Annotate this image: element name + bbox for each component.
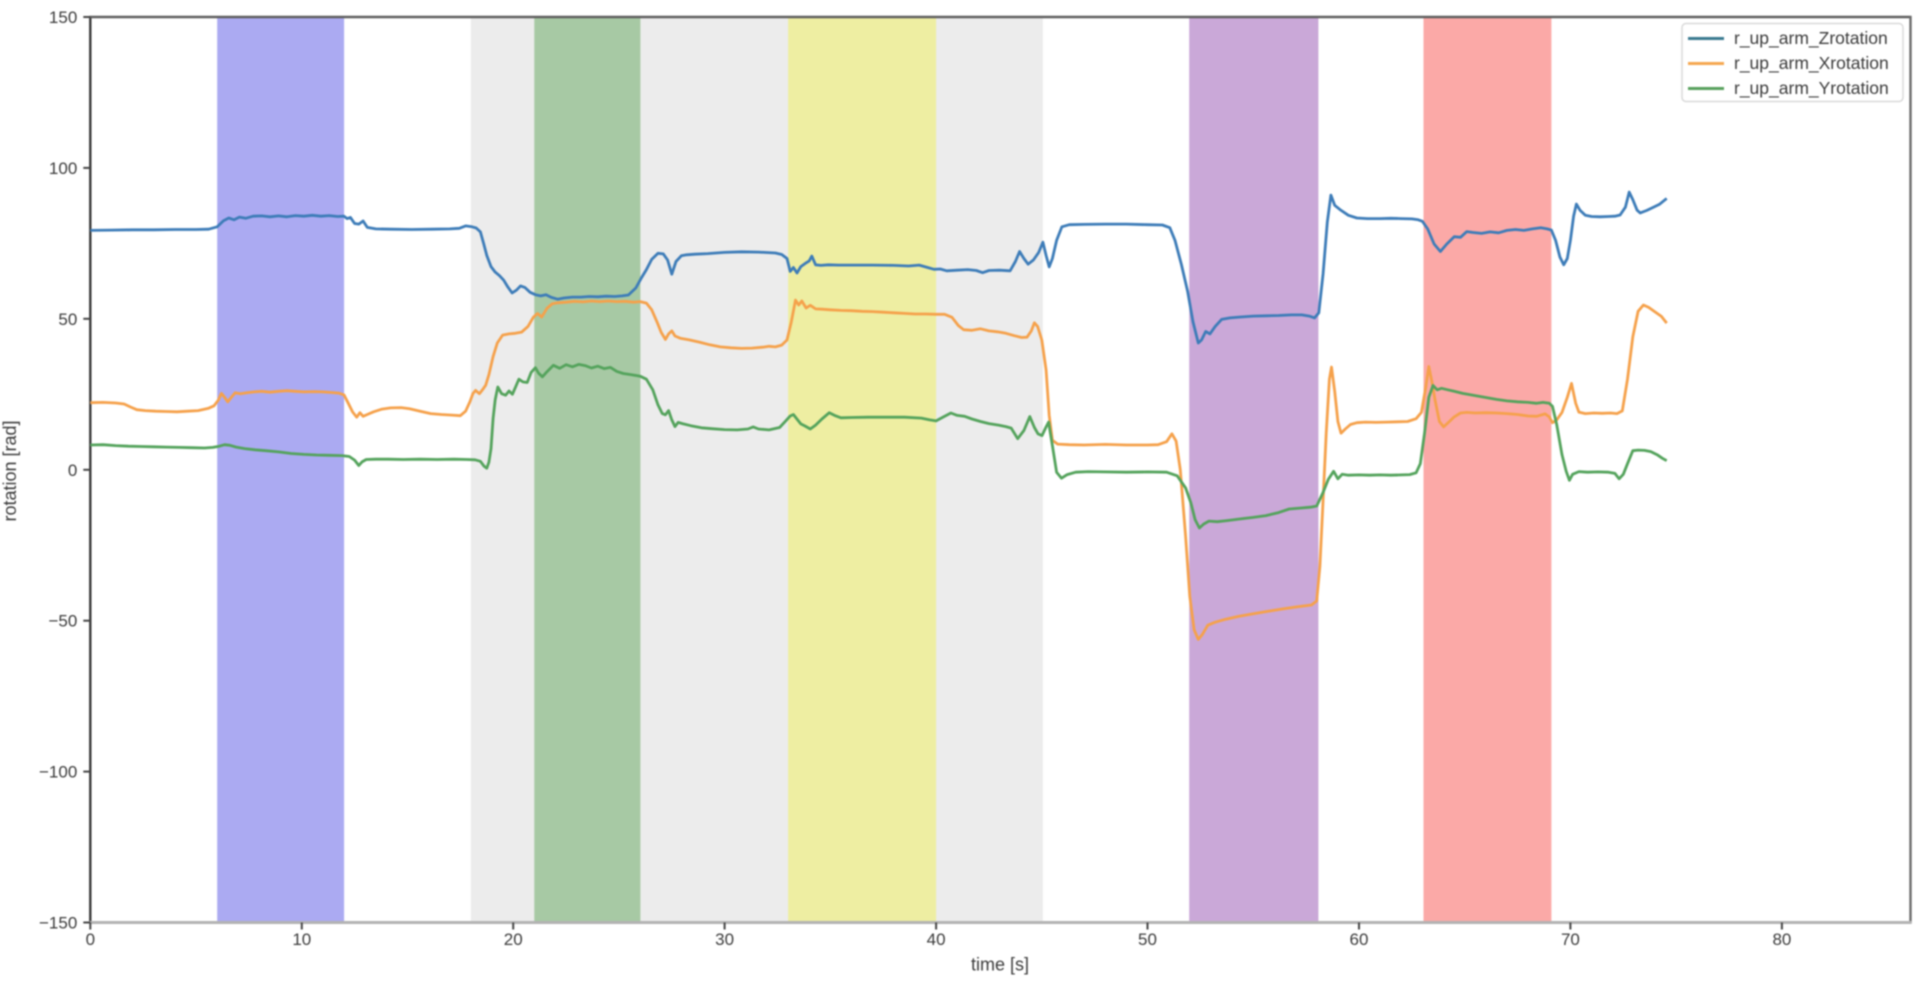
svg-text:40: 40 xyxy=(927,930,946,949)
svg-text:10: 10 xyxy=(292,930,311,949)
svg-text:70: 70 xyxy=(1561,930,1580,949)
svg-text:time [s]: time [s] xyxy=(971,955,1029,975)
svg-text:50: 50 xyxy=(1138,930,1157,949)
svg-text:20: 20 xyxy=(504,930,523,949)
svg-text:−100: −100 xyxy=(39,763,77,782)
svg-text:0: 0 xyxy=(86,930,95,949)
svg-text:−50: −50 xyxy=(48,612,77,631)
svg-text:r_up_arm_Yrotation: r_up_arm_Yrotation xyxy=(1734,78,1889,99)
svg-text:0: 0 xyxy=(68,461,77,480)
svg-text:150: 150 xyxy=(49,8,77,27)
svg-text:100: 100 xyxy=(49,159,77,178)
svg-text:30: 30 xyxy=(715,930,734,949)
svg-text:−150: −150 xyxy=(39,914,77,933)
svg-text:50: 50 xyxy=(58,310,77,329)
svg-text:r_up_arm_Zrotation: r_up_arm_Zrotation xyxy=(1734,28,1888,49)
svg-text:rotation [rad]: rotation [rad] xyxy=(0,420,20,521)
svg-text:60: 60 xyxy=(1350,930,1369,949)
svg-text:80: 80 xyxy=(1772,930,1791,949)
svg-text:r_up_arm_Xrotation: r_up_arm_Xrotation xyxy=(1734,53,1889,74)
